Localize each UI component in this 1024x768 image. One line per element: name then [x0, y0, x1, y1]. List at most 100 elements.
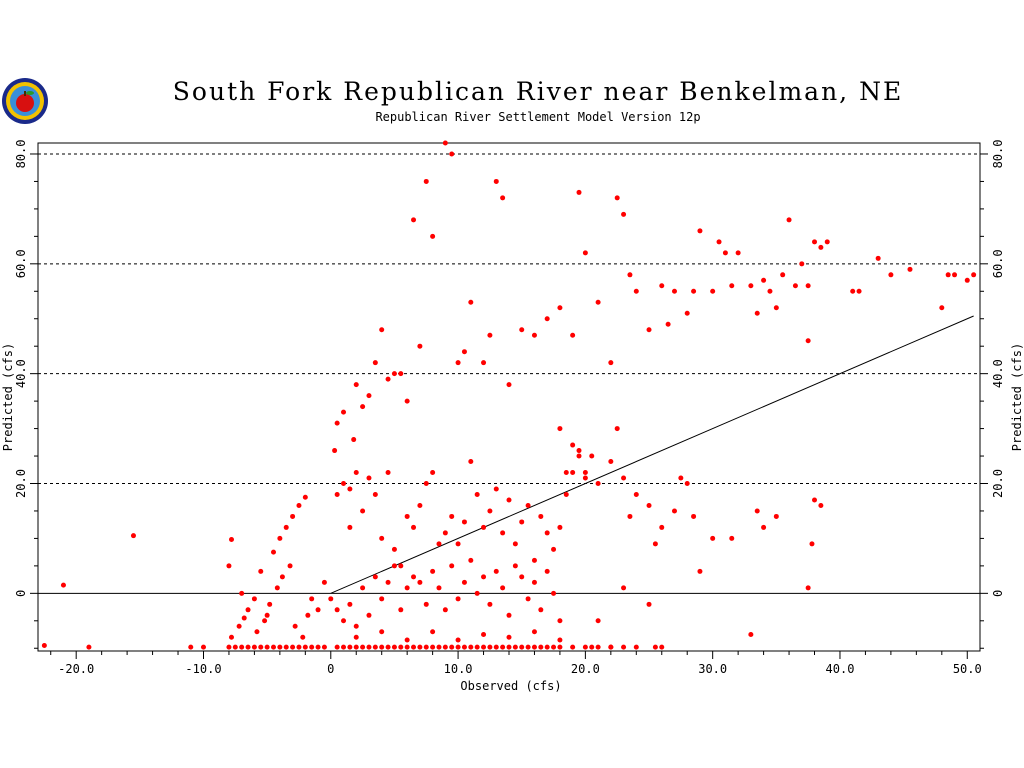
data-point [570, 332, 576, 338]
data-point [544, 530, 550, 536]
data-point [582, 475, 588, 481]
data-point [404, 585, 410, 591]
data-point [595, 618, 601, 624]
data-point [353, 623, 359, 629]
data-point [379, 535, 385, 541]
data-point [493, 178, 499, 184]
data-point [538, 607, 544, 613]
data-point [430, 568, 436, 574]
data-point [404, 513, 410, 519]
data-point [557, 644, 563, 650]
data-point [799, 261, 805, 267]
data-point [627, 513, 633, 519]
data-point [595, 299, 601, 305]
data-point [271, 549, 276, 555]
data-point [659, 524, 665, 530]
data-point [315, 644, 321, 650]
data-point [608, 360, 614, 366]
data-point [262, 618, 268, 624]
data-point [360, 585, 366, 591]
data-point [818, 502, 824, 508]
data-point [372, 574, 378, 580]
data-point [519, 574, 525, 580]
data-point [538, 513, 544, 519]
data-point [430, 629, 436, 635]
data-point [468, 299, 474, 305]
data-point [411, 217, 417, 223]
data-point [646, 502, 652, 508]
data-point [334, 607, 340, 613]
data-point [786, 217, 792, 223]
data-point [824, 239, 830, 245]
data-point [254, 629, 260, 635]
data-point [735, 250, 741, 256]
data-point [691, 513, 697, 519]
data-point [856, 288, 862, 294]
data-point [296, 502, 302, 508]
data-point [671, 508, 677, 514]
data-point [423, 601, 429, 607]
data-point [621, 211, 627, 217]
data-point [60, 582, 66, 588]
y-tick-label-left: 0 [14, 590, 28, 597]
y-axis-label-right: Predicted (cfs) [1010, 343, 1024, 451]
data-point [347, 486, 353, 492]
data-point [200, 644, 206, 650]
data-point [360, 404, 366, 410]
data-point [290, 644, 296, 650]
data-point [971, 272, 977, 278]
data-point [614, 426, 620, 432]
data-point [563, 470, 569, 476]
data-point [805, 338, 811, 344]
x-tick-label: 50.0 [953, 662, 982, 676]
data-point [875, 255, 881, 261]
data-point [442, 530, 448, 536]
data-point [251, 596, 257, 602]
data-point [500, 644, 506, 650]
data-point [468, 459, 474, 465]
data-point [296, 644, 302, 650]
data-point [385, 644, 391, 650]
data-point [952, 272, 958, 278]
data-point [347, 644, 353, 650]
data-point [417, 644, 423, 650]
data-point [748, 283, 754, 289]
data-point [283, 644, 289, 650]
data-point [341, 480, 347, 486]
chart-subtitle: Republican River Settlement Model Versio… [375, 110, 700, 124]
data-point [372, 644, 378, 650]
data-point [582, 250, 588, 256]
chart-title: South Fork Republican River near Benkelm… [173, 77, 903, 106]
data-point [366, 475, 372, 481]
x-tick-label: -20.0 [58, 662, 94, 676]
data-point [812, 239, 818, 245]
data-point [423, 480, 429, 486]
data-point [226, 644, 232, 650]
data-point [481, 644, 487, 650]
data-point [512, 563, 518, 569]
data-point [449, 151, 455, 157]
data-point [767, 288, 773, 294]
data-point [385, 376, 391, 382]
data-point [347, 601, 353, 607]
data-point [353, 470, 359, 476]
data-point [621, 585, 627, 591]
data-point [519, 644, 525, 650]
data-point [818, 244, 824, 250]
data-point [379, 596, 385, 602]
data-point [461, 519, 467, 525]
data-point [576, 448, 582, 454]
data-point [754, 310, 760, 316]
data-point [292, 623, 298, 629]
data-point [461, 349, 467, 355]
data-point [500, 530, 506, 536]
data-point [589, 644, 595, 650]
data-point [538, 644, 544, 650]
data-point [309, 596, 315, 602]
data-point [557, 618, 563, 624]
data-point [595, 480, 601, 486]
y-tick-label-right: 20.0 [991, 469, 1005, 498]
data-point [468, 644, 474, 650]
data-point [474, 590, 480, 596]
